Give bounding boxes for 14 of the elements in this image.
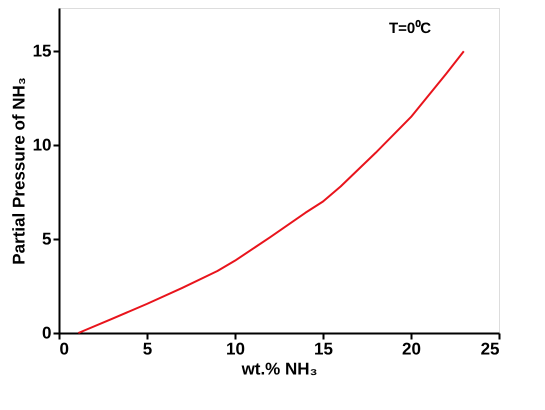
x-tick-label: 5 bbox=[142, 340, 152, 358]
x-tick-label: 25 bbox=[480, 340, 500, 358]
y-tick-label: 0 bbox=[42, 324, 52, 342]
line-series bbox=[77, 50, 465, 334]
x-tick-label: 10 bbox=[226, 340, 245, 358]
x-tick-label: 15 bbox=[314, 340, 333, 358]
y-tick-label: 10 bbox=[32, 136, 52, 155]
annotation: T=0⁰C bbox=[389, 19, 432, 37]
x-tick-label: 0 bbox=[60, 340, 69, 358]
x-tick-label: 20 bbox=[402, 340, 421, 358]
y-tick-label: 5 bbox=[42, 230, 52, 249]
x-axis-title: wt.% NH₃ bbox=[240, 360, 318, 378]
y-tick-label: 15 bbox=[32, 42, 52, 61]
y-axis-title: Partial Pressure of NH₃ bbox=[10, 77, 29, 265]
